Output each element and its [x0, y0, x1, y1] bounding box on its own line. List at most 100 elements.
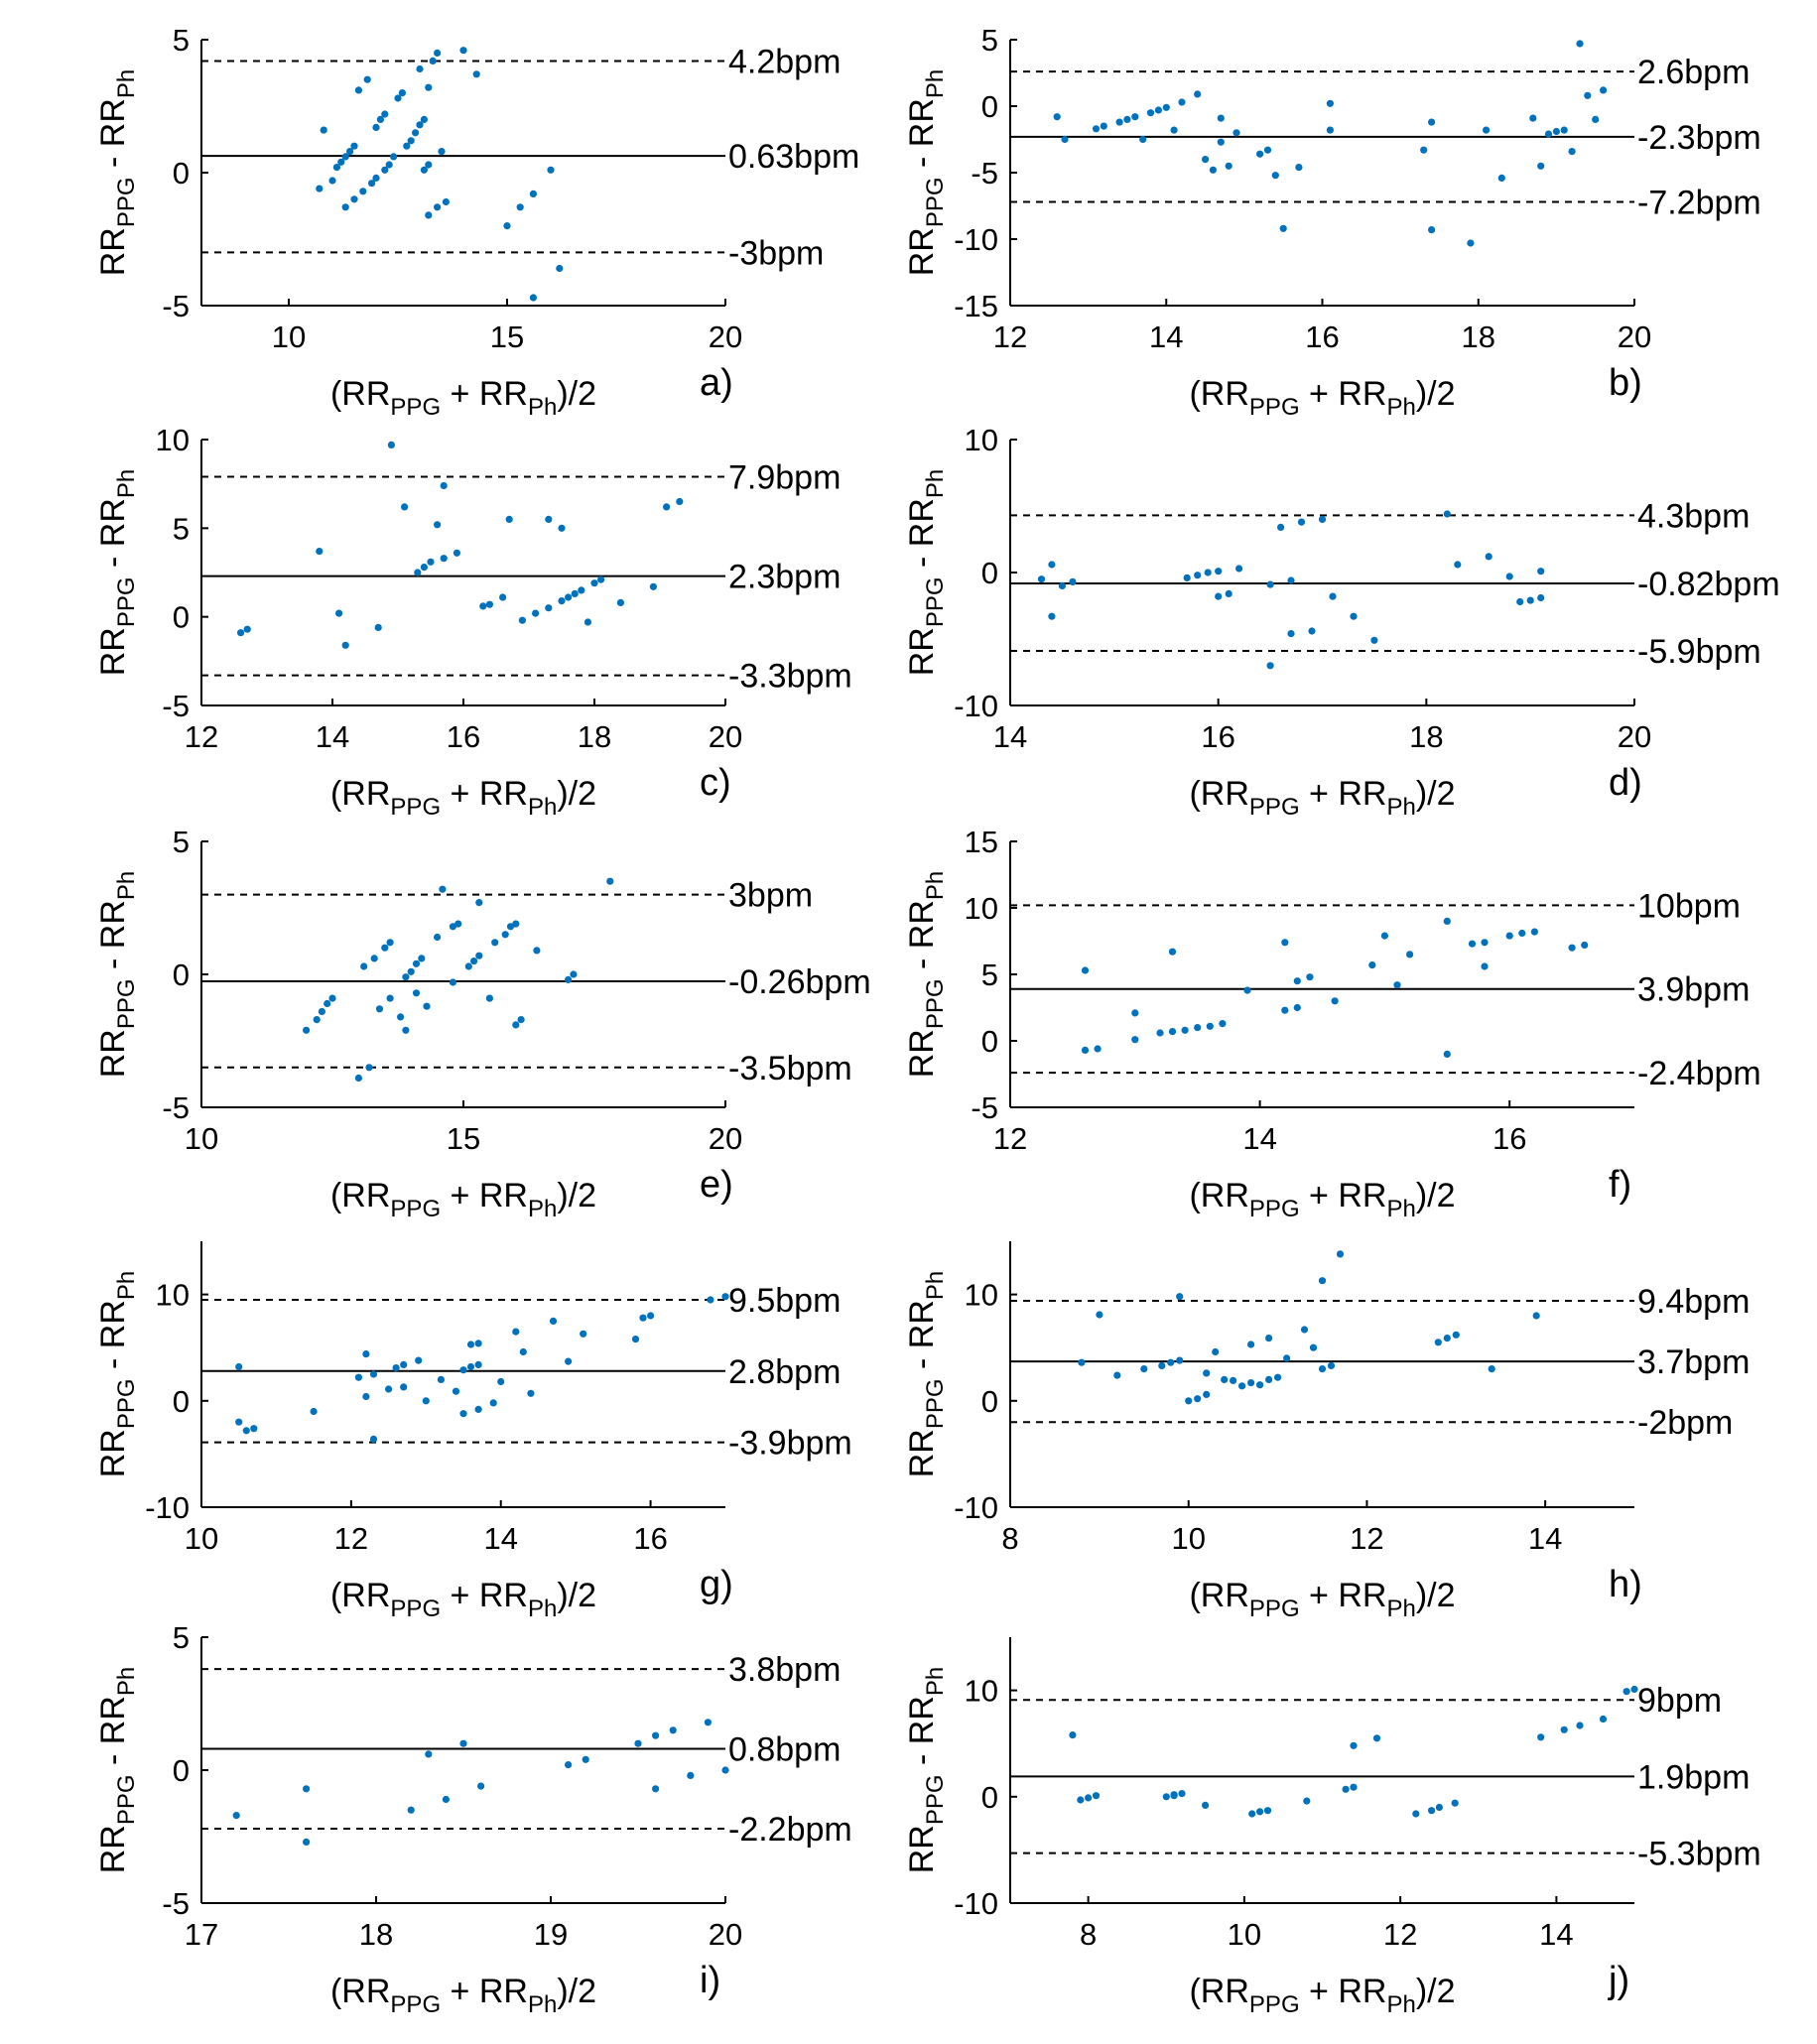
data-point: [1194, 572, 1202, 579]
data-point: [1406, 951, 1414, 958]
data-point: [442, 197, 450, 206]
data-point: [1350, 612, 1358, 620]
data-point: [1131, 113, 1139, 121]
data-point: [1215, 592, 1223, 600]
data-point: [687, 1771, 695, 1779]
x-tick-label: 12: [334, 1521, 368, 1556]
y-axis-label: RRPPG - RRPh: [94, 871, 140, 1078]
data-point: [1170, 126, 1178, 134]
lower-limit-label: -3.3bpm: [728, 658, 852, 696]
data-point: [1113, 1371, 1121, 1379]
x-tick-label: 18: [578, 719, 611, 754]
data-point: [1230, 1376, 1237, 1384]
data-point: [1568, 944, 1576, 952]
data-point: [1454, 561, 1462, 569]
data-point: [376, 115, 384, 123]
data-point: [1544, 130, 1553, 138]
data-point: [369, 1435, 378, 1443]
data-point: [721, 1293, 729, 1301]
data-point: [1274, 1373, 1282, 1381]
data-point: [527, 1389, 535, 1397]
x-tick-label: 20: [709, 319, 742, 354]
data-point: [1279, 224, 1287, 232]
y-tick-label: 5: [173, 825, 190, 859]
data-point: [1167, 1358, 1175, 1366]
data-point: [354, 1074, 362, 1083]
panel-letter: c): [700, 762, 731, 804]
data-point: [1505, 932, 1513, 940]
data-point: [1303, 1797, 1311, 1805]
y-axis-label: RRPPG - RRPh: [94, 69, 140, 276]
data-point: [414, 569, 422, 576]
data-point: [1331, 997, 1339, 1005]
data-point: [412, 989, 421, 997]
panel-c: 12 14 16 18 20 -5 0 5 10 7.9bpm 2.3bpm -3.3bpm (RRPP…: [94, 423, 852, 821]
data-point: [232, 1812, 240, 1820]
upper-limit-label: 4.3bpm: [1637, 497, 1750, 535]
data-point: [676, 497, 684, 506]
data-point: [578, 586, 585, 594]
data-point: [1281, 939, 1289, 947]
y-tick-label: 10: [156, 1278, 190, 1313]
data-point: [1584, 91, 1592, 99]
panel-d: 14 16 18 20 -10 0 10 4.3bpm -0.82bpm -5.9bpm (RRPP…: [903, 423, 1780, 821]
x-tick-label: 20: [1618, 719, 1651, 754]
x-tick-label: 16: [633, 1521, 667, 1556]
x-tick-label: 14: [483, 1521, 517, 1556]
y-tick-label: -10: [145, 1490, 190, 1525]
data-point: [425, 83, 433, 91]
lower-limit-label: -2.4bpm: [1637, 1055, 1761, 1092]
data-point: [1287, 630, 1295, 638]
data-point: [545, 515, 553, 524]
data-point: [1247, 1341, 1255, 1348]
data-point: [1225, 162, 1233, 170]
x-tick-label: 10: [185, 1121, 218, 1156]
data-point: [350, 195, 358, 203]
y-axis-label: RRPPG - RRPh: [94, 1271, 140, 1477]
data-point: [501, 931, 509, 939]
data-point: [1283, 1354, 1291, 1362]
data-point: [1178, 98, 1186, 106]
data-point: [1581, 941, 1589, 950]
data-point: [466, 1341, 475, 1348]
y-tick-label: 0: [173, 600, 190, 635]
data-point: [1217, 138, 1225, 146]
x-tick-label: 12: [993, 1121, 1027, 1156]
data-point: [1560, 126, 1568, 134]
data-point: [1256, 150, 1264, 158]
x-tick-label: 16: [447, 719, 480, 754]
data-point: [1235, 565, 1243, 573]
y-axis-label: RRPPG - RRPh: [903, 1667, 949, 1873]
data-point: [485, 994, 493, 1002]
data-point: [425, 161, 433, 169]
data-point: [449, 923, 456, 931]
data-point: [1372, 1734, 1381, 1742]
data-point: [474, 1405, 482, 1413]
data-point: [1225, 589, 1233, 598]
data-point: [1350, 1741, 1358, 1749]
y-tick-label: 0: [173, 156, 190, 191]
data-point: [337, 158, 345, 166]
data-point: [1069, 577, 1077, 586]
data-point: [1497, 174, 1505, 182]
data-point: [452, 1387, 460, 1395]
data-point: [1622, 1688, 1630, 1696]
y-tick-label: -5: [162, 289, 190, 323]
data-point: [1443, 1335, 1451, 1342]
data-point: [1600, 86, 1608, 94]
x-tick-label: 14: [1539, 1917, 1573, 1952]
data-point: [1085, 1794, 1093, 1802]
data-point: [1318, 515, 1327, 524]
data-point: [512, 920, 520, 928]
y-tick-label: -5: [162, 1090, 190, 1125]
data-point: [652, 1731, 660, 1739]
data-point: [1452, 1331, 1460, 1339]
data-point: [506, 923, 515, 931]
x-tick-label: 12: [185, 719, 218, 754]
data-point: [474, 1360, 482, 1368]
data-point: [425, 1750, 433, 1758]
x-tick-label: 14: [1528, 1521, 1562, 1556]
data-point: [324, 999, 331, 1008]
x-axis-label: (RRPPG + RRPh)/2: [330, 1577, 596, 1622]
mean-label: -0.82bpm: [1637, 566, 1780, 603]
